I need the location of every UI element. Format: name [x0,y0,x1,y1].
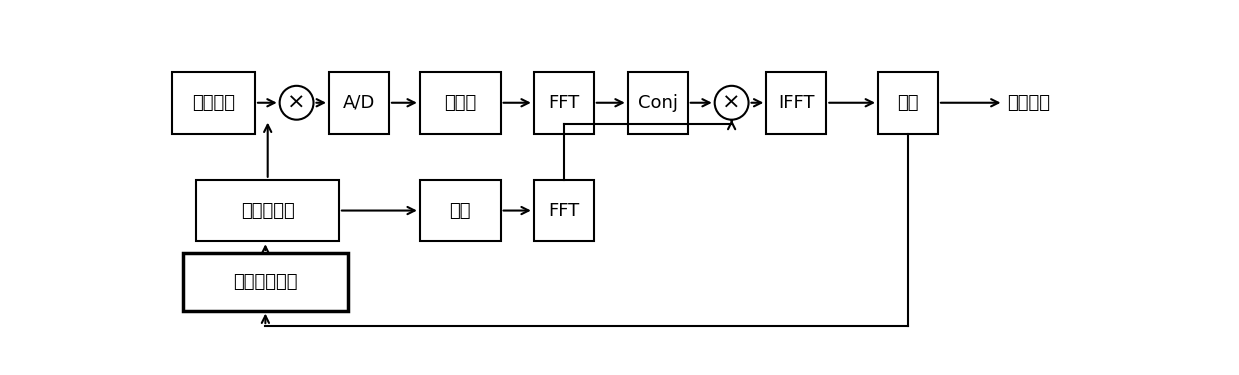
Bar [328,72,389,134]
Text: ×: × [287,93,306,113]
Text: Conj: Conj [638,94,678,112]
Circle shape [715,86,748,120]
Text: 捕获结果: 捕获结果 [1007,94,1051,112]
Text: 验证: 验证 [897,94,918,112]
Text: FFT: FFT [548,94,580,112]
Text: ×: × [722,93,741,113]
Bar [628,72,688,134]
Bar [534,72,593,134]
Bar [182,253,348,310]
Bar [420,180,501,242]
Text: 补零: 补零 [450,201,471,219]
Bar [420,72,501,134]
Text: FFT: FFT [548,201,580,219]
Circle shape [280,86,313,120]
Text: 降采样: 降采样 [444,94,476,112]
Bar [766,72,826,134]
Text: IFFT: IFFT [778,94,814,112]
Bar [172,72,255,134]
Text: A/D: A/D [343,94,375,112]
Text: 输入信号: 输入信号 [192,94,235,112]
Bar [197,180,339,242]
Bar [878,72,938,134]
Text: 频率合成器: 频率合成器 [240,201,295,219]
Text: 跳频图案控制: 跳频图案控制 [233,273,297,291]
Bar [534,180,593,242]
